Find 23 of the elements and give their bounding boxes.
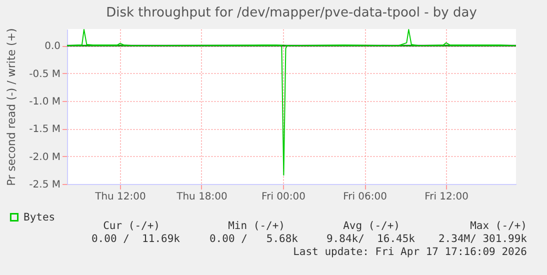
y-tick-label: -2.0 M: [29, 152, 60, 163]
x-tick-label: Fri 00:00: [262, 192, 306, 202]
y-axis-title: Pr second read (-) / write (+): [5, 28, 18, 186]
y-tick-label: -2.5 M: [29, 180, 60, 190]
text: 2.34M/ 301.99k: [438, 233, 527, 245]
text: 0.00 / 11.69k: [91, 233, 180, 245]
x-tick-label: Fri 12:00: [424, 192, 468, 202]
chart-title: Disk throughput for /dev/mapper/pve-data-tpool - by day: [106, 6, 478, 21]
x-tick-label: Thu 18:00: [176, 192, 228, 202]
legend-label: Bytes: [24, 211, 56, 224]
text: Max (-/+): [470, 220, 527, 232]
text: Avg (-/+): [343, 220, 400, 232]
text: Cur (-/+): [103, 220, 160, 232]
x-tick-label: Fri 06:00: [343, 192, 387, 202]
y-tick-label: -0.5 M: [29, 68, 60, 80]
y-tick-label: -1.0 M: [29, 96, 60, 108]
text: Last update: Fri Apr 17 17:16:09 2026: [293, 246, 527, 258]
y-tick-label: -1.5 M: [29, 124, 60, 136]
x-tick-label: Thu 12:00: [94, 192, 146, 202]
text: 9.84k/ 16.45k: [326, 233, 415, 245]
text: Min (-/+): [228, 220, 285, 232]
text: 0.00 / 5.68k: [209, 233, 298, 245]
y-tick-label: 0.0: [44, 41, 60, 52]
